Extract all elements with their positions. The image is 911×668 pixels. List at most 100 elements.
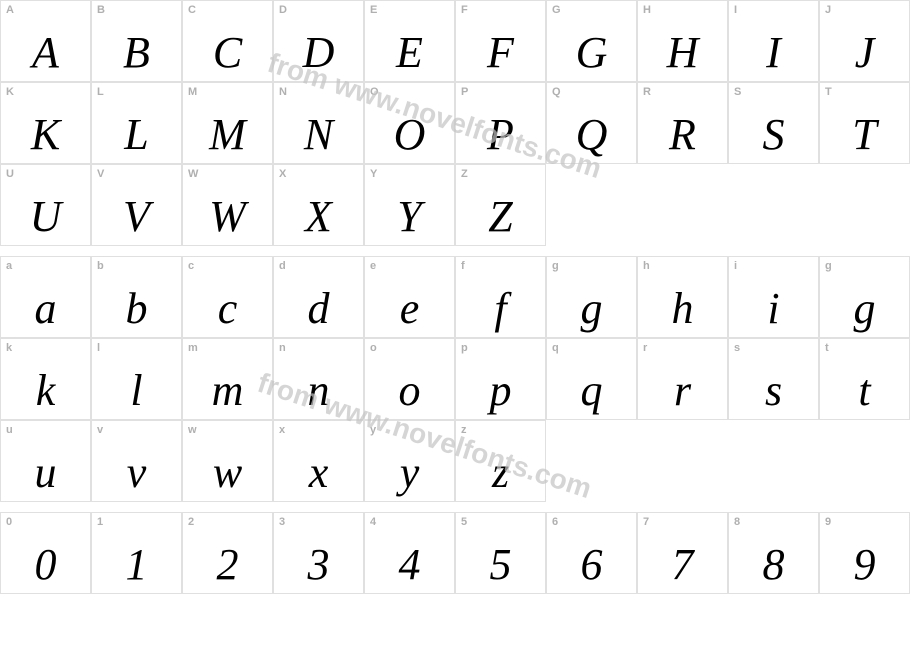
char-label: v	[97, 424, 103, 436]
char-glyph: L	[124, 113, 148, 157]
char-label: l	[97, 342, 100, 354]
char-cell: AA	[0, 0, 91, 82]
char-label: 6	[552, 516, 558, 528]
char-label: o	[370, 342, 377, 354]
char-glyph: U	[30, 195, 62, 239]
char-glyph: H	[667, 31, 699, 75]
char-label: K	[6, 86, 14, 98]
char-row: aabbccddeeffgghhiigg	[0, 256, 911, 338]
char-cell: SS	[728, 82, 819, 164]
empty-cell	[637, 164, 728, 246]
char-cell: zz	[455, 420, 546, 502]
char-label: C	[188, 4, 196, 16]
char-glyph: Q	[576, 113, 608, 157]
char-label: L	[97, 86, 104, 98]
char-label: s	[734, 342, 740, 354]
char-cell: II	[728, 0, 819, 82]
char-glyph: x	[309, 451, 329, 495]
char-glyph: X	[305, 195, 332, 239]
char-glyph: 0	[35, 543, 57, 587]
char-glyph: A	[32, 31, 59, 75]
char-cell: 33	[273, 512, 364, 594]
char-cell: EE	[364, 0, 455, 82]
empty-cell	[819, 420, 910, 502]
char-cell: QQ	[546, 82, 637, 164]
char-glyph: 6	[581, 543, 603, 587]
char-row: kkllmmnnooppqqrrsstt	[0, 338, 911, 420]
char-label: r	[643, 342, 647, 354]
char-glyph: 2	[217, 543, 239, 587]
char-cell: JJ	[819, 0, 910, 82]
char-cell: qq	[546, 338, 637, 420]
char-label: g	[552, 260, 559, 272]
char-label: y	[370, 424, 376, 436]
char-glyph: 9	[854, 543, 876, 587]
char-cell: 44	[364, 512, 455, 594]
char-glyph: i	[767, 287, 779, 331]
char-glyph: e	[400, 287, 420, 331]
char-cell: YY	[364, 164, 455, 246]
spacer-row	[0, 502, 911, 512]
char-cell: ee	[364, 256, 455, 338]
char-glyph: 8	[763, 543, 785, 587]
char-glyph: F	[487, 31, 514, 75]
char-label: J	[825, 4, 831, 16]
char-glyph: M	[209, 113, 246, 157]
char-cell: TT	[819, 82, 910, 164]
char-glyph: m	[212, 369, 244, 413]
char-glyph: Z	[488, 195, 512, 239]
char-label: U	[6, 168, 14, 180]
char-glyph: 7	[672, 543, 694, 587]
char-label: S	[734, 86, 741, 98]
char-cell: 55	[455, 512, 546, 594]
char-glyph: D	[303, 31, 335, 75]
char-glyph: t	[858, 369, 870, 413]
char-row: 00112233445566778899	[0, 512, 911, 594]
char-label: t	[825, 342, 829, 354]
char-cell: cc	[182, 256, 273, 338]
char-glyph: P	[487, 113, 514, 157]
char-glyph: f	[494, 287, 506, 331]
char-label: w	[188, 424, 197, 436]
char-cell: aa	[0, 256, 91, 338]
char-cell: GG	[546, 0, 637, 82]
char-glyph: a	[35, 287, 57, 331]
char-label: p	[461, 342, 468, 354]
char-cell: XX	[273, 164, 364, 246]
char-label: 2	[188, 516, 194, 528]
char-glyph: q	[581, 369, 603, 413]
char-glyph: w	[213, 451, 242, 495]
char-label: n	[279, 342, 286, 354]
char-label: 1	[97, 516, 103, 528]
char-cell: 11	[91, 512, 182, 594]
char-glyph: v	[127, 451, 147, 495]
char-cell: 66	[546, 512, 637, 594]
char-label: T	[825, 86, 832, 98]
empty-cell	[728, 420, 819, 502]
char-glyph: G	[576, 31, 608, 75]
char-cell: gg	[546, 256, 637, 338]
char-cell: nn	[273, 338, 364, 420]
char-cell: 77	[637, 512, 728, 594]
char-label: P	[461, 86, 468, 98]
char-label: Q	[552, 86, 561, 98]
char-label: O	[370, 86, 379, 98]
char-cell: ll	[91, 338, 182, 420]
char-glyph: B	[123, 31, 150, 75]
char-label: E	[370, 4, 377, 16]
char-glyph: b	[126, 287, 148, 331]
char-glyph: C	[213, 31, 242, 75]
char-cell: BB	[91, 0, 182, 82]
char-label: X	[279, 168, 286, 180]
char-row: UUVVWWXXYYZZ	[0, 164, 911, 246]
char-cell: 00	[0, 512, 91, 594]
char-cell: dd	[273, 256, 364, 338]
char-cell: PP	[455, 82, 546, 164]
char-label: I	[734, 4, 737, 16]
char-cell: pp	[455, 338, 546, 420]
empty-cell	[637, 420, 728, 502]
char-label: x	[279, 424, 285, 436]
char-label: c	[188, 260, 194, 272]
char-row: AABBCCDDEEFFGGHHIIJJ	[0, 0, 911, 82]
char-label: e	[370, 260, 376, 272]
